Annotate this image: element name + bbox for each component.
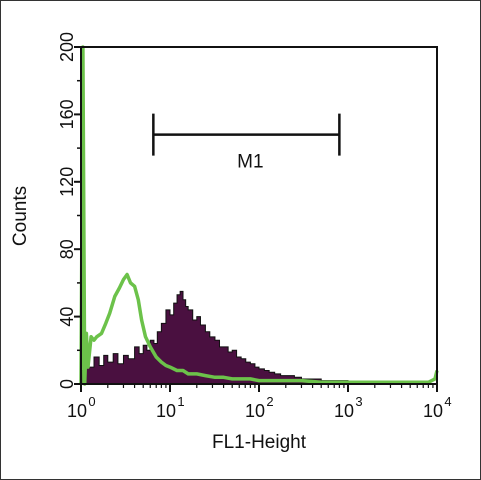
series-layer: [79, 45, 439, 386]
filled-histogram: [80, 290, 437, 385]
x-tick-label: 10: [67, 401, 87, 421]
x-axis-label: FL1-Height: [212, 432, 307, 453]
m1-marker: M1: [152, 113, 341, 173]
plot-area: [80, 46, 438, 385]
y-tick-label: 40: [57, 307, 77, 327]
y-tick-label: 80: [57, 239, 77, 259]
m1-marker-label: M1: [237, 152, 263, 173]
x-tick-exponent: 3: [355, 394, 362, 409]
x-tick-exponent: 2: [266, 394, 273, 409]
x-tick-exponent: 4: [444, 394, 451, 409]
x-tick-label: 10: [245, 401, 265, 421]
x-tick-label: 10: [156, 401, 176, 421]
y-tick-label: 200: [57, 32, 77, 62]
y-axis-label: Counts: [10, 186, 31, 246]
x-tick-exponent: 0: [88, 394, 95, 409]
x-tick-label: 10: [334, 401, 354, 421]
x-tick-exponent: 1: [177, 394, 184, 409]
open-histogram-line: [79, 45, 439, 386]
y-tick-label: 120: [57, 167, 77, 197]
y-tick-label: 0: [57, 379, 77, 389]
y-tick-label: 160: [57, 99, 77, 129]
x-tick-label: 10: [423, 401, 443, 421]
